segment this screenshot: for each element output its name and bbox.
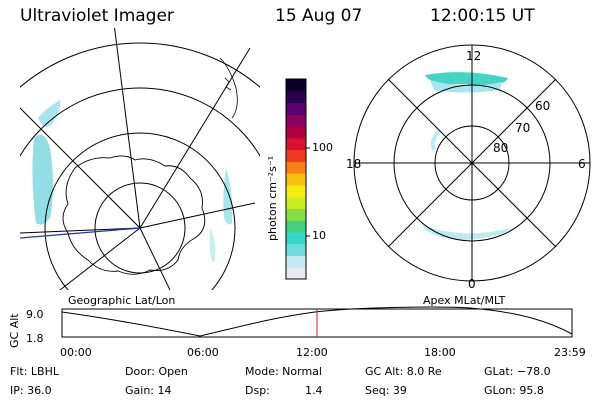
- info-dsp-value: 1.4: [305, 384, 323, 397]
- colorbar-segment: [286, 231, 306, 245]
- colorbar-segment: [286, 149, 306, 162]
- apex-label: Apex MLat/MLT: [423, 294, 506, 307]
- colorbar-tick-100: 100: [312, 141, 333, 154]
- altitude-ylabel: GC Alt: [8, 313, 21, 348]
- info-dsp-label: Dsp:: [245, 384, 270, 397]
- x-tick-0000: 00:00: [60, 346, 92, 359]
- mlt-label-12: 12: [466, 49, 481, 63]
- colorbar-tick-10: 10: [312, 229, 326, 242]
- mlt-label-18: 18: [346, 157, 361, 171]
- altitude-ymax: 9.0: [26, 308, 44, 321]
- mlat-label-60: 60: [535, 99, 550, 113]
- colorbar-segment: [286, 102, 306, 115]
- mlt-label-6: 6: [578, 157, 586, 171]
- x-tick-1800: 18:00: [424, 346, 456, 359]
- info-flt: Flt: LBHL: [10, 365, 59, 378]
- geographic-label: Geographic Lat/Lon: [68, 294, 176, 307]
- altitude-curve: [61, 306, 573, 337]
- coastline: [62, 155, 206, 275]
- mlat-mlt-panel: 12 18 6 0 60 70 80: [346, 44, 591, 290]
- colorbar-segment: [286, 137, 306, 151]
- colorbar-segment: [286, 173, 306, 186]
- auroral-emission-left: [32, 100, 233, 263]
- info-gcalt: GC Alt: 8.0 Re: [365, 365, 442, 378]
- colorbar-segment: [286, 126, 306, 139]
- mlt-label-0: 0: [468, 277, 476, 290]
- colorbar-segment: [286, 208, 306, 221]
- colorbar-segment: [286, 220, 306, 233]
- geographic-map-panel: [20, 28, 260, 290]
- colorbar-segment: [286, 196, 306, 209]
- altitude-plot: GC Alt 9.0 1.8: [8, 306, 573, 348]
- mlat-label-80: 80: [493, 141, 508, 155]
- mlat-label-70: 70: [515, 121, 530, 135]
- colorbar-unit-label: photon cm⁻²s⁻¹: [266, 156, 279, 241]
- x-tick-2359: 23:59: [554, 346, 586, 359]
- info-mode: Mode: Normal: [245, 365, 322, 378]
- info-gain: Gain: 14: [125, 384, 172, 397]
- colorbar-segment: [286, 184, 306, 198]
- colorbar-segment: [286, 79, 306, 92]
- colorbar-segment: [286, 255, 306, 268]
- x-tick-1200: 12:00: [296, 346, 328, 359]
- info-glat: GLat: −78.0: [484, 365, 551, 378]
- date-label: 15 Aug 07: [275, 6, 363, 26]
- instrument-title: Ultraviolet Imager: [20, 6, 174, 26]
- x-tick-0600: 06:00: [187, 346, 219, 359]
- info-glon: GLon: 95.8: [484, 384, 544, 397]
- colorbar-segment: [286, 243, 306, 256]
- altitude-ymin: 1.8: [26, 332, 44, 345]
- info-door: Door: Open: [125, 365, 188, 378]
- info-ip: IP: 36.0: [10, 384, 52, 397]
- colorbar-segment: [286, 90, 306, 104]
- colorbar-segment: [286, 267, 306, 280]
- colorbar: 100 10 photon cm⁻²s⁻¹: [266, 78, 333, 280]
- info-seq: Seq: 39: [365, 384, 407, 397]
- colorbar-segment: [286, 114, 306, 127]
- colorbar-segment: [286, 161, 306, 174]
- time-label: 12:00:15 UT: [430, 6, 535, 26]
